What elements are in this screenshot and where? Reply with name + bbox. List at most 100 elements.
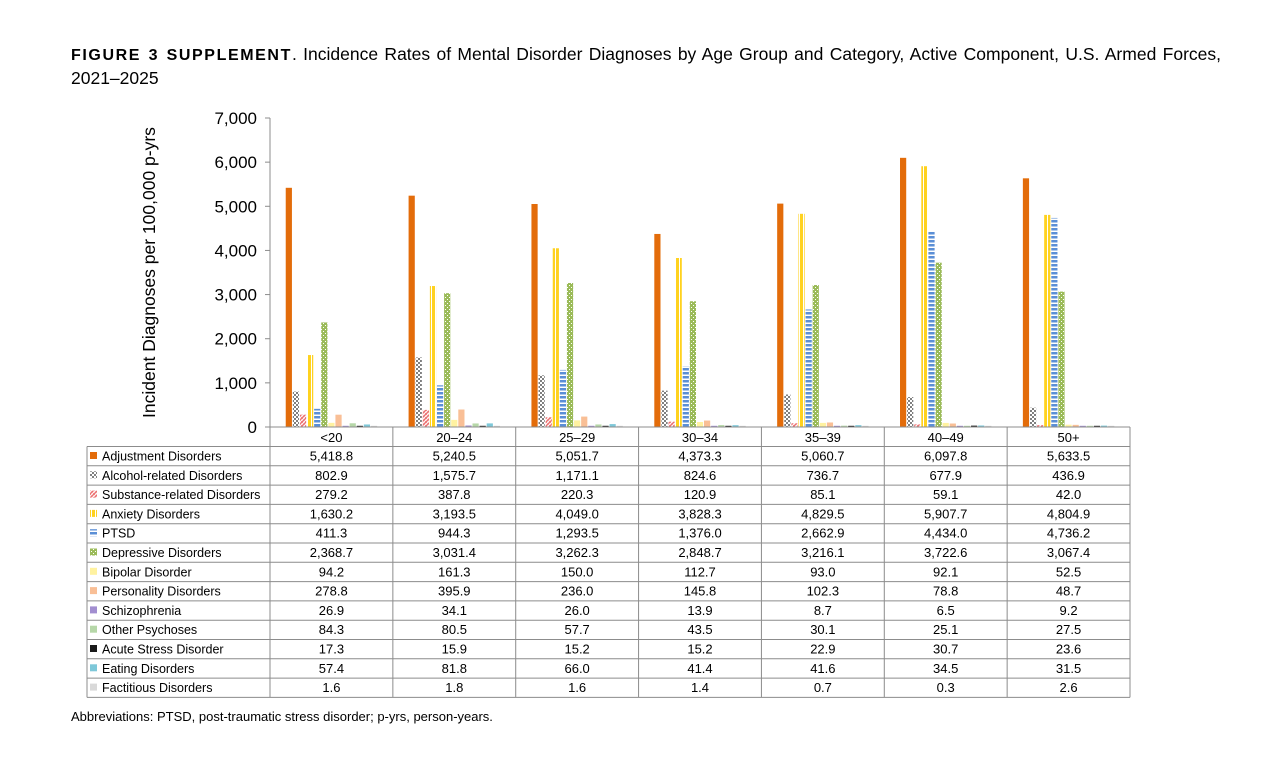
- y-tick-label: 5,000: [214, 197, 257, 216]
- bar: [1037, 425, 1044, 427]
- data-label: 41.6: [810, 661, 835, 676]
- data-label: 5,633.5: [1047, 449, 1090, 464]
- data-label: 436.9: [1052, 468, 1085, 483]
- legend-swatch: [90, 664, 97, 672]
- bar: [971, 425, 978, 427]
- y-tick-label: 3,000: [214, 286, 257, 305]
- data-label: 1,293.5: [555, 526, 598, 541]
- data-label: 6,097.8: [924, 449, 967, 464]
- bar: [429, 286, 437, 427]
- data-label: 2,848.7: [678, 545, 721, 560]
- data-label: 4,373.3: [678, 449, 721, 464]
- bar: [784, 394, 791, 427]
- data-label: 66.0: [564, 661, 589, 676]
- figure-title: FIGURE 3 SUPPLEMENT. Incidence Rates of …: [71, 44, 1221, 88]
- data-label: 43.5: [687, 622, 712, 637]
- legend-label: Personality Disorders: [102, 585, 221, 599]
- bar: [588, 425, 595, 427]
- y-tick-label: 7,000: [214, 109, 257, 128]
- figure-label: FIGURE 3 SUPPLEMENT: [71, 47, 292, 64]
- data-label: 5,060.7: [801, 449, 844, 464]
- bar: [472, 423, 479, 427]
- data-label: 85.1: [810, 487, 835, 502]
- data-label: 31.5: [1056, 661, 1081, 676]
- data-label: 25.1: [933, 622, 958, 637]
- y-tick-label: 4,000: [214, 241, 257, 260]
- legend-label: Adjustment Disorders: [102, 450, 222, 464]
- data-label: 1,171.1: [555, 468, 598, 483]
- data-label: 802.9: [315, 468, 348, 483]
- bar: [675, 258, 682, 427]
- bar: [928, 231, 935, 427]
- data-label: 278.8: [315, 584, 348, 599]
- data-label: 17.3: [319, 642, 344, 657]
- x-tick-label: 20–24: [436, 430, 472, 445]
- bar: [1079, 425, 1086, 427]
- bar: [942, 422, 949, 427]
- data-label: 944.3: [438, 526, 471, 541]
- bar: [356, 425, 363, 427]
- data-label: 6.5: [937, 603, 955, 618]
- data-label: 5,051.7: [555, 449, 598, 464]
- data-label: 5,418.8: [310, 449, 353, 464]
- data-label: 22.9: [810, 642, 835, 657]
- data-label: 34.1: [442, 603, 467, 618]
- data-label: 93.0: [810, 564, 835, 579]
- data-label: 5,240.5: [433, 449, 476, 464]
- legend-swatch: [90, 548, 97, 556]
- bar: [1044, 214, 1051, 427]
- data-label: 3,262.3: [555, 545, 598, 560]
- data-label: 26.0: [564, 603, 589, 618]
- y-tick-label: 2,000: [214, 330, 257, 349]
- data-label: 1.8: [445, 680, 463, 695]
- bar: [907, 397, 914, 427]
- legend-label: Eating Disorders: [102, 662, 194, 676]
- bar: [833, 425, 841, 427]
- bar: [855, 425, 862, 427]
- data-label: 4,049.0: [555, 506, 598, 521]
- data-label: 27.5: [1056, 622, 1081, 637]
- data-label: 677.9: [929, 468, 962, 483]
- data-label: 42.0: [1056, 487, 1081, 502]
- data-label: 13.9: [687, 603, 712, 618]
- data-label: 15.2: [687, 642, 712, 657]
- legend-label: Other Psychoses: [102, 623, 197, 637]
- legend-swatch: [90, 529, 97, 537]
- bar: [465, 425, 472, 427]
- bar: [1065, 424, 1072, 427]
- bar: [422, 409, 429, 427]
- x-tick-label: 40–49: [928, 430, 964, 445]
- bar: [1022, 178, 1030, 427]
- bar: [581, 416, 588, 427]
- data-label: 0.3: [937, 680, 955, 695]
- legend-swatch: [90, 490, 97, 498]
- bar: [739, 425, 746, 427]
- bar: [732, 425, 739, 427]
- bar: [307, 355, 314, 427]
- data-label: 23.6: [1056, 642, 1081, 657]
- x-tick-label: 35–39: [805, 430, 841, 445]
- data-label: 84.3: [319, 622, 344, 637]
- bar: [704, 420, 711, 427]
- bar: [444, 293, 451, 427]
- data-label: 3,828.3: [678, 506, 721, 521]
- data-label: 80.5: [442, 622, 467, 637]
- data-label: 387.8: [438, 487, 471, 502]
- bar: [415, 357, 422, 427]
- bar: [349, 423, 356, 427]
- data-label: 1.4: [691, 680, 709, 695]
- x-tick-label: 30–34: [682, 430, 718, 445]
- data-label: 30.7: [933, 642, 958, 657]
- data-label: 2,368.7: [310, 545, 353, 560]
- bar: [1100, 425, 1108, 427]
- bar: [408, 195, 415, 427]
- data-label: 3,722.6: [924, 545, 967, 560]
- bar-series: [285, 157, 1115, 427]
- data-label: 57.4: [319, 661, 344, 676]
- legend-swatch: [90, 606, 97, 614]
- data-label: 52.5: [1056, 564, 1081, 579]
- data-label: 94.2: [319, 564, 344, 579]
- legend-label: Anxiety Disorders: [102, 507, 200, 521]
- bar: [725, 425, 732, 427]
- bar: [370, 425, 378, 427]
